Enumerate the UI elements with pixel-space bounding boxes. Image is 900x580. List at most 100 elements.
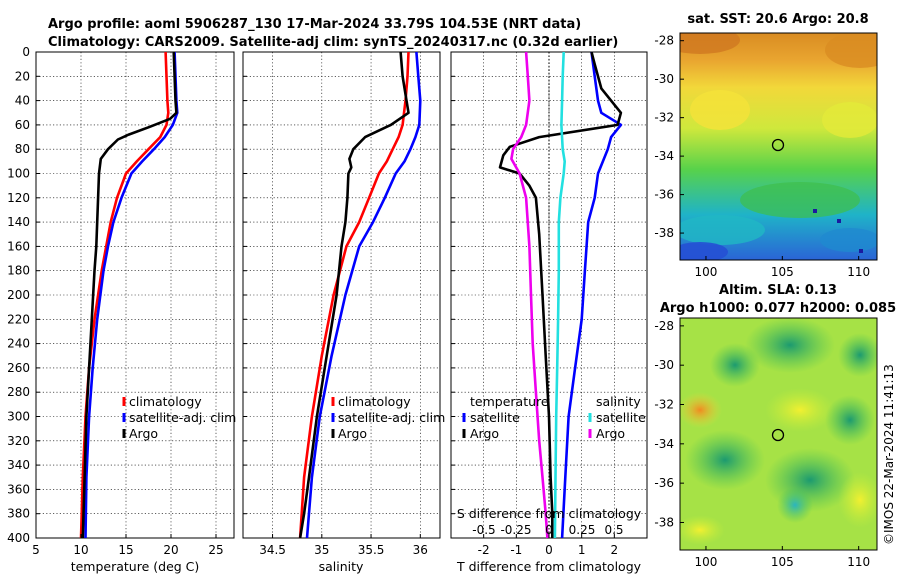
legend-argo: Argo <box>129 426 158 441</box>
depth-tick-label: 240 <box>7 337 30 351</box>
salinity-xlabel: salinity <box>319 559 364 574</box>
legend-temperature-title: temperature <box>470 394 549 409</box>
sst-cyan-patch <box>680 215 765 245</box>
x-tick-label: 2 <box>611 543 619 557</box>
sst-cloud-pixel <box>837 219 841 223</box>
salinity-difference-legend: salinity satellite Argo <box>588 394 646 441</box>
depth-tick-label: 40 <box>15 94 30 108</box>
temperature-lines <box>79 51 179 539</box>
x-tick-label: 10 <box>73 543 88 557</box>
map-x-tick-label: 110 <box>847 265 870 279</box>
difference-panel: -2 -1 0 1 2 T difference from climatology S … <box>450 51 648 574</box>
sla-map-subtitle: Argo h1000: 0.077 h2000: 0.085 <box>660 301 896 316</box>
sla-very-high-patch <box>680 392 722 428</box>
imos-credit: ©IMOS 22-Mar-2024 11:41:13 <box>882 364 896 545</box>
x-tick-label: -1 <box>510 543 522 557</box>
sla-high-patch <box>765 388 835 432</box>
sst-green-patch <box>740 182 860 218</box>
x-tick-label: 36 <box>413 543 428 557</box>
sla-high-patch <box>838 472 877 528</box>
sst-map-title: sat. SST: 20.6 Argo: 20.8 <box>687 12 868 27</box>
figure-title-line1: Argo profile: aoml 5906287_130 17-Mar-20… <box>48 17 581 32</box>
map-y-tick-label: -34 <box>654 149 674 163</box>
map-x-tick-label: 105 <box>771 265 794 279</box>
legend-satellite: satellite-adj. clim <box>129 410 236 425</box>
temperature-panel: 5 10 15 20 25 0 20 40 60 80 100 120 140 160 180 200 220… <box>7 45 236 574</box>
temperature-difference-legend: temperature satellite Argo <box>462 394 549 441</box>
sst-cloud-pixel <box>813 209 817 213</box>
temperature-legend: climatology satellite-adj. clim Argo <box>122 394 236 441</box>
argo-location-marker <box>771 428 785 442</box>
sla-low-patch <box>838 333 877 377</box>
temperature-gridlines <box>35 52 217 538</box>
depth-tick-label: 400 <box>7 531 30 545</box>
legend-argo: Argo <box>338 426 367 441</box>
temperature-depth-gridlines <box>36 51 234 539</box>
sla-low-patch <box>710 343 760 387</box>
map-y-tick-label: -30 <box>654 358 674 372</box>
salinity-panel: 34.5 35 35.5 36 salinity climatology satell… <box>242 51 445 574</box>
sdiff-tick: -0.25 <box>500 523 531 537</box>
depth-tick-label: 0 <box>22 45 30 59</box>
sla-map-title: Altim. SLA: 0.13 <box>719 283 837 298</box>
x-tick-label: 25 <box>208 543 223 557</box>
sla-field <box>680 318 877 550</box>
salinity-difference-ticks: -0.5 -0.25 0 0.25 0.5 <box>472 523 623 537</box>
temperature-xticks: 5 10 15 20 25 <box>32 534 224 557</box>
salinity-difference-label: S difference from climatology <box>457 506 642 521</box>
legend-climatology: climatology <box>338 394 411 409</box>
depth-tick-label: 180 <box>7 264 30 278</box>
sst-field <box>680 33 877 260</box>
salinity-depth-gridlines <box>243 51 440 539</box>
salinity-lines <box>298 51 422 539</box>
argo-location-marker <box>771 138 785 152</box>
x-tick-label: 20 <box>163 543 178 557</box>
depth-tick-label: 100 <box>7 167 30 181</box>
legend-satellite: satellite-adj. clim <box>338 410 445 425</box>
depth-ticks: 0 20 40 60 80 100 120 140 160 180 200 220 240 260 280 3… <box>7 45 30 545</box>
x-tick-label: 34.5 <box>259 543 286 557</box>
map-y-tick-label: -34 <box>654 437 674 451</box>
sst-map-xticks: 100 105 110 <box>695 256 870 279</box>
sst-blue-patch <box>820 228 877 252</box>
legend-t-argo: Argo <box>470 426 499 441</box>
depth-tick-label: 20 <box>15 69 30 83</box>
sdiff-tick: 0 <box>545 523 553 537</box>
map-x-tick-label: 100 <box>695 555 718 569</box>
depth-tick-label: 340 <box>7 458 30 472</box>
map-y-tick-label: -38 <box>654 226 674 240</box>
sdiff-tick: 0.25 <box>569 523 596 537</box>
legend-s-argo: Argo <box>596 426 625 441</box>
sst-cloud-pixel <box>859 249 863 253</box>
depth-tick-label: 360 <box>7 482 30 496</box>
series-line-s-satellite <box>553 51 567 539</box>
salinity-legend: climatology satellite-adj. clim Argo <box>331 394 445 441</box>
depth-tick-label: 200 <box>7 288 30 302</box>
legend-t-satellite: satellite <box>470 410 520 425</box>
map-y-tick-label: -32 <box>654 398 674 412</box>
map-y-tick-label: -38 <box>654 515 674 529</box>
x-tick-label: 0 <box>545 543 553 557</box>
depth-tick-label: 320 <box>7 434 30 448</box>
sla-map-yticks: -28 -30 -32 -34 -36 -38 <box>654 319 684 529</box>
sla-low-patch <box>745 318 835 373</box>
sla-map-xticks: 100 105 110 <box>695 546 870 569</box>
map-y-tick-label: -28 <box>654 34 674 48</box>
map-y-tick-label: -30 <box>654 72 674 86</box>
x-tick-label: 1 <box>578 543 586 557</box>
map-y-tick-label: -36 <box>654 476 674 490</box>
sst-warm-patch <box>680 33 740 54</box>
series-line-argo <box>81 51 178 539</box>
sla-lowest-patch <box>777 487 813 523</box>
sla-low-patch <box>825 395 875 445</box>
x-tick-label: 35 <box>314 543 329 557</box>
series-line-climatology <box>298 51 410 539</box>
map-x-tick-label: 105 <box>771 555 794 569</box>
depth-tick-label: 60 <box>15 118 30 132</box>
depth-tick-label: 140 <box>7 215 30 229</box>
x-tick-label: 15 <box>118 543 133 557</box>
difference-xlabel: T difference from climatology <box>456 559 642 574</box>
depth-tick-label: 300 <box>7 410 30 424</box>
map-y-tick-label: -32 <box>654 111 674 125</box>
